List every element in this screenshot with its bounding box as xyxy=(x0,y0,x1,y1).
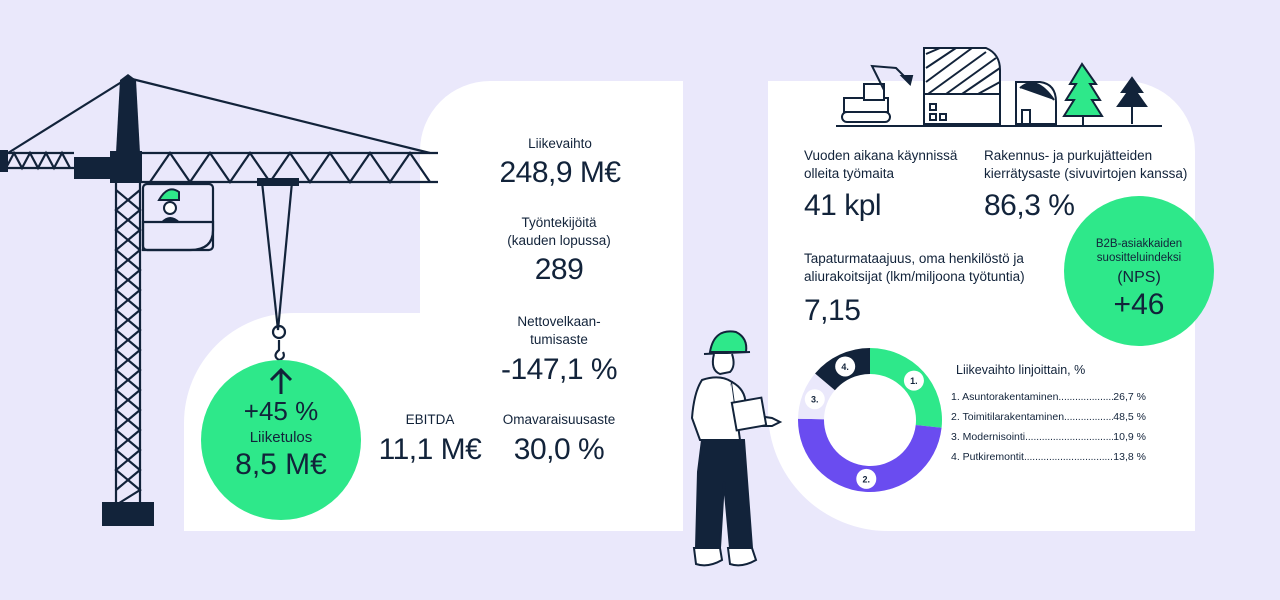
donut-marker-1: 1. xyxy=(910,376,918,386)
omavaraisuus-label: Omavaraisuusaste xyxy=(502,412,616,427)
legend-name-4: 4. Putkiremontit xyxy=(951,451,1024,463)
tyontekijoita-value: 289 xyxy=(534,253,584,286)
donut-marker-2: 2. xyxy=(863,474,871,484)
legend-value-3: 10,9 % xyxy=(1113,431,1146,443)
left-panel-right-edge xyxy=(560,81,683,531)
donut-title: Liikevaihto linjoittain, % xyxy=(956,363,1086,377)
legend-row-1: 1. Asuntorakentaminen 26,7 % xyxy=(951,390,1146,405)
liiketulos-value: 8,5 M€ xyxy=(235,448,327,481)
liikevaihto-value: 248,9 M€ xyxy=(499,156,621,189)
legend-row-3: 3. Modernisointi 10,9 % xyxy=(951,430,1146,445)
legend-name-1: 1. Asuntorakentaminen xyxy=(951,391,1059,403)
tapaturma-label-2: aliurakoitsijat (lkm/miljoona työtuntia) xyxy=(804,269,1025,284)
worker-illustration xyxy=(690,330,783,567)
liikevaihto-label: Liikevaihto xyxy=(528,136,592,151)
donut-marker-bg-4 xyxy=(835,356,856,377)
donut-marker-bg-1 xyxy=(903,370,924,391)
liiketulos-growth: +45 % xyxy=(243,396,319,426)
kierratys-label-2: kierrätysaste (sivuvirtojen kanssa) xyxy=(984,166,1188,181)
legend-row-4: 4. Putkiremontit 13,8 % xyxy=(951,450,1146,465)
tapaturma-label-1: Tapaturmataajuus, oma henkilöstö ja xyxy=(804,251,1024,266)
donut-segment-1 xyxy=(870,348,942,428)
up-arrow-icon xyxy=(265,366,297,396)
donut-marker-bg-2 xyxy=(856,468,877,489)
tyomaat-value: 41 kpl xyxy=(804,189,882,222)
donut-chart: 1. 2. 3. 4. xyxy=(798,348,942,493)
nettovelka-value: -147,1 % xyxy=(500,353,618,386)
legend-value-1: 26,7 % xyxy=(1113,391,1146,403)
ebitda-label: EBITDA xyxy=(405,412,455,427)
nettovelka-label-1: Nettovelkaan- xyxy=(517,314,601,329)
nps-value: +46 xyxy=(1113,288,1165,321)
nps-label-2: suositteluindeksi xyxy=(1096,252,1182,264)
skyline-illustration xyxy=(836,47,1162,127)
tyontekijoita-label-1: Työntekijöitä xyxy=(521,215,597,230)
legend-row-2: 2. Toimitilarakentaminen 48,5 % xyxy=(951,410,1146,425)
kierratys-value: 86,3 % xyxy=(984,189,1075,222)
donut-marker-bg-3 xyxy=(804,389,825,410)
legend-name-3: 3. Modernisointi xyxy=(951,431,1026,443)
omavaraisuus-value: 30,0 % xyxy=(513,433,605,466)
ebitda-value: 11,1 M€ xyxy=(378,433,482,466)
tyomaat-label-2: olleita työmaita xyxy=(804,166,895,181)
legend-value-2: 48,5 % xyxy=(1113,411,1146,423)
tapaturma-value: 7,15 xyxy=(804,294,861,327)
liiketulos-label: Liiketulos xyxy=(249,429,313,446)
donut-marker-3: 3. xyxy=(811,395,819,405)
kierratys-label-1: Rakennus- ja purkujätteiden xyxy=(984,148,1153,163)
donut-marker-4: 4. xyxy=(841,362,849,372)
donut-segment-2 xyxy=(798,418,942,493)
crane-illustration xyxy=(0,74,438,526)
legend-value-4: 13,8 % xyxy=(1113,451,1146,463)
nps-label-3: (NPS) xyxy=(1117,269,1161,286)
nettovelka-label-2: tumisaste xyxy=(530,332,588,347)
tyomaat-label-1: Vuoden aikana käynnissä xyxy=(804,148,958,163)
nps-badge xyxy=(1064,196,1214,346)
tyontekijoita-label-2: (kauden lopussa) xyxy=(507,233,611,248)
nps-label-1: B2B-asiakkaiden xyxy=(1095,238,1183,250)
legend-name-2: 2. Toimitilarakentaminen xyxy=(951,411,1065,423)
